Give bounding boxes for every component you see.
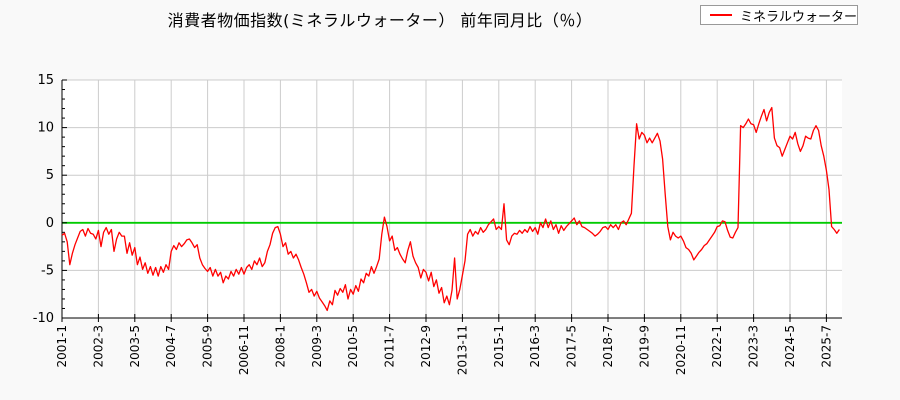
y-tick-label: -5 [41, 263, 54, 278]
chart-title: 消費者物価指数(ミネラルウォーター） 前年同月比（％） [167, 11, 593, 30]
x-tick-label: 2022-1 [710, 325, 724, 368]
x-tick-label: 2003-5 [128, 325, 142, 368]
y-tick-label: 15 [37, 73, 54, 88]
x-tick-label: 2008-1 [273, 325, 287, 368]
legend-series-label: ミネラルウォーター [739, 9, 857, 25]
x-tick-label: 2012-9 [419, 325, 433, 368]
x-tick-label: 2017-5 [565, 325, 579, 368]
x-tick-label: 2001-1 [55, 325, 69, 368]
y-tick-label: 5 [46, 168, 54, 183]
y-tick-label: 10 [37, 121, 54, 136]
x-tick-label: 2010-5 [346, 325, 360, 368]
x-tick-label: 2018-7 [601, 325, 615, 368]
x-tick-label: 2002-3 [91, 325, 105, 368]
x-tick-label: 2023-3 [747, 325, 761, 368]
x-tick-label: 2015-1 [492, 325, 506, 368]
x-tick-label: 2009-3 [310, 325, 324, 368]
x-tick-label: 2024-5 [783, 325, 797, 368]
x-tick-label: 2020-11 [674, 325, 688, 375]
x-tick-label: 2011-7 [383, 325, 397, 368]
plot-background [62, 80, 842, 318]
legend-line-swatch [710, 14, 732, 16]
y-tick-label: 0 [46, 216, 54, 231]
y-tick-label: -10 [33, 311, 54, 326]
x-tick-label: 2025-7 [819, 325, 833, 368]
x-tick-label: 2004-7 [164, 325, 178, 368]
x-tick-label: 2019-9 [637, 325, 651, 368]
series-line-mineral-water [61, 106, 840, 312]
x-tick-label: 2016-3 [528, 325, 542, 368]
x-tick-label: 2005-9 [201, 325, 215, 368]
legend: ミネラルウォーター [700, 5, 858, 25]
x-tick-label: 2006-11 [237, 325, 251, 375]
x-tick-label: 2013-11 [455, 325, 469, 375]
